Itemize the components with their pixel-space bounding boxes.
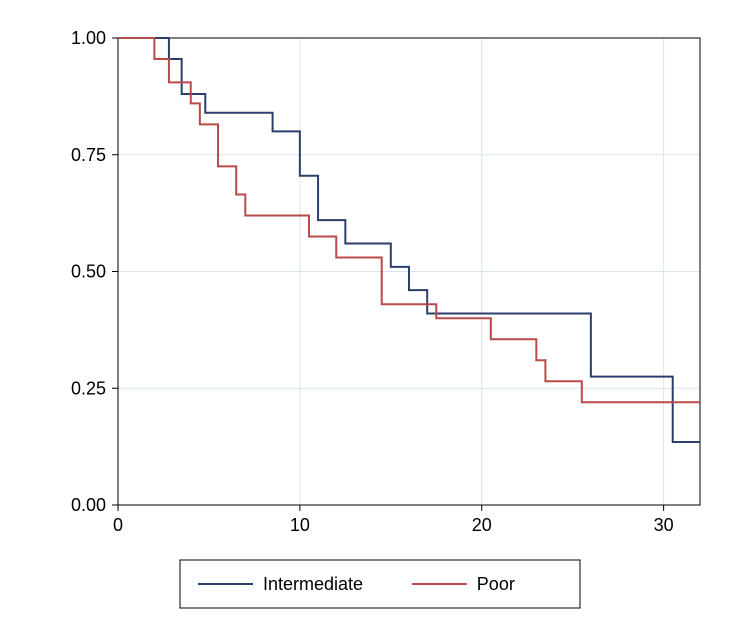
km-chart: 0.00 0.25 0.50 0.75 1.00 0 10 20 30 Intermediate P… <box>0 0 750 643</box>
x-tick-label: 30 <box>654 515 674 535</box>
y-tick-label: 0.25 <box>71 378 106 398</box>
y-tick-label: 0.75 <box>71 145 106 165</box>
legend-label: Intermediate <box>263 574 363 594</box>
x-tick-label: 20 <box>472 515 492 535</box>
x-tick-label: 0 <box>113 515 123 535</box>
y-tick-label: 0.00 <box>71 495 106 515</box>
legend-label: Poor <box>477 574 515 594</box>
chart-container: 0.00 0.25 0.50 0.75 1.00 0 10 20 30 Intermediate P… <box>0 0 750 643</box>
y-tick-label: 0.50 <box>71 262 106 282</box>
x-tick-label: 10 <box>290 515 310 535</box>
y-tick-label: 1.00 <box>71 28 106 48</box>
